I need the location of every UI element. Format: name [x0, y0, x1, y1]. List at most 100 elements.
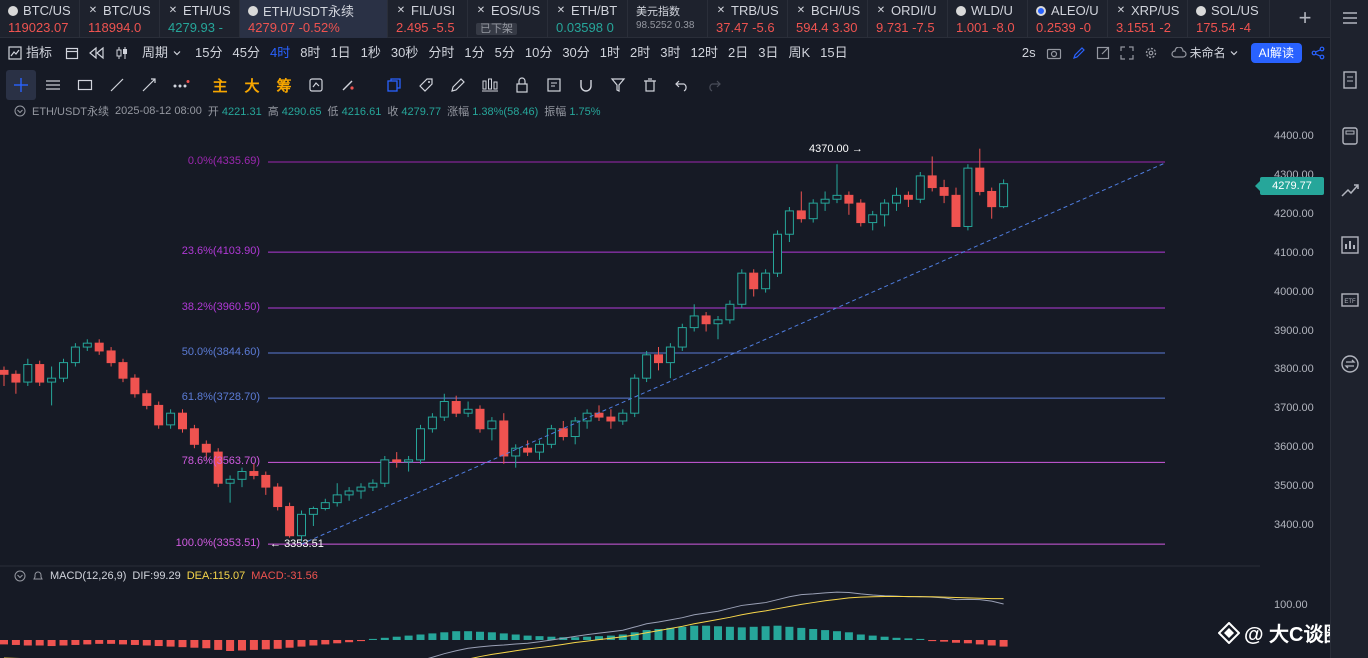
eraser-tool[interactable] — [333, 70, 363, 100]
redo-button[interactable] — [699, 70, 729, 100]
interval-16[interactable]: 2日 — [727, 45, 749, 60]
bell-icon[interactable] — [32, 570, 44, 582]
ticker-tab[interactable]: ✕ XRP/US 3.1551 -2 — [1108, 0, 1188, 38]
candle-type-button[interactable] — [110, 38, 134, 68]
ticker-tab[interactable]: ✕ ETH/US 4279.93 - — [160, 0, 240, 38]
lock-tool[interactable] — [507, 70, 537, 100]
period-dropdown[interactable]: 周期 — [134, 38, 190, 68]
pattern-tool[interactable] — [475, 70, 505, 100]
settings-button[interactable] — [1139, 38, 1163, 68]
macd-bar — [511, 634, 520, 640]
crosshair-tool[interactable] — [6, 70, 36, 100]
ray-tool[interactable] — [134, 70, 164, 100]
ticker-symbol: ALEO/U — [1051, 3, 1099, 18]
exchange-icon[interactable] — [1340, 354, 1360, 374]
horizontal-lines-tool[interactable] — [38, 70, 68, 100]
candle-body — [582, 412, 592, 422]
interval-17[interactable]: 3日 — [758, 45, 779, 60]
interval-3[interactable]: 8时 — [300, 45, 321, 60]
main-indicator-tool[interactable]: 主 — [212, 77, 228, 95]
price-chart[interactable] — [0, 120, 1330, 658]
draw-button[interactable] — [1067, 38, 1091, 68]
candle-body — [344, 490, 354, 496]
etf-icon[interactable]: ETF — [1340, 290, 1360, 310]
tag-tool[interactable] — [411, 70, 441, 100]
candle-body — [808, 202, 818, 220]
candle-body — [451, 401, 461, 414]
bar-chart-icon[interactable] — [1340, 235, 1360, 255]
delete-tool[interactable] — [635, 70, 665, 100]
ticker-tab[interactable]: ✕ BCH/US 594.4 3.30 — [788, 0, 868, 38]
note-tool[interactable] — [539, 70, 569, 100]
macd-bar — [71, 640, 80, 645]
copy-tool[interactable] — [379, 70, 409, 100]
ticker-tab[interactable]: ✕ FIL/USI 2.495 -5.5 — [388, 0, 468, 38]
screenshot-button[interactable] — [1041, 38, 1067, 68]
more-tools[interactable] — [166, 70, 196, 100]
ticker-symbol: TRB/US — [731, 3, 779, 18]
eye-icon[interactable] — [14, 105, 26, 117]
ticker-tab[interactable]: ✕ BTC/US 118994.0 — [80, 0, 160, 38]
interval-10[interactable]: 10分 — [524, 45, 553, 60]
ticker-tab[interactable]: ✕ ORDI/U 9.731 -7.5 — [868, 0, 948, 38]
ticker-tab[interactable]: SOL/US 175.54 -4 — [1188, 0, 1270, 38]
rectangle-tool[interactable] — [70, 70, 100, 100]
document-icon[interactable] — [1340, 70, 1360, 90]
magnet-tool[interactable] — [571, 70, 601, 100]
ticker-tab[interactable]: ✕ ETH/BT 0.03598 0 — [548, 0, 628, 38]
add-tab-button[interactable]: + — [1298, 5, 1312, 30]
interval-4[interactable]: 1日 — [330, 45, 351, 60]
interval-15[interactable]: 12时 — [690, 45, 718, 60]
fullscreen-button[interactable] — [1115, 38, 1139, 68]
ohlc-info: ETH/USDT永续 2025-08-12 08:00 开 4221.31 高 … — [14, 103, 601, 119]
calculator-icon[interactable] — [1340, 126, 1360, 146]
eye-icon[interactable] — [14, 570, 26, 582]
interval-5[interactable]: 1秒 — [360, 45, 381, 60]
interval-12[interactable]: 1时 — [599, 45, 621, 60]
interval-6[interactable]: 30秒 — [390, 45, 419, 60]
candle-body — [987, 190, 997, 208]
interval-2[interactable]: 4时 — [269, 45, 291, 60]
ticker-tab[interactable]: BTC/US 119023.07 — [0, 0, 80, 38]
compare-tool[interactable] — [301, 70, 331, 100]
interval-1[interactable]: 45分 — [232, 45, 260, 60]
interval-11[interactable]: 30分 — [562, 45, 590, 60]
trend-up-icon[interactable] — [1340, 180, 1360, 200]
filter-tool[interactable] — [603, 70, 633, 100]
interval-19[interactable]: 15日 — [820, 45, 848, 60]
ticker-tab[interactable]: WLD/U 1.001 -8.0 — [948, 0, 1028, 38]
interval-0[interactable]: 15分 — [195, 45, 223, 60]
chips-tool[interactable]: 筹 — [276, 77, 292, 95]
interval-8[interactable]: 1分 — [464, 45, 485, 60]
replay-button[interactable] — [84, 38, 110, 68]
macd-bar — [380, 637, 389, 640]
ticker-tab[interactable]: ✕ TRB/US 37.47 -5.6 — [708, 0, 788, 38]
indicators-button[interactable]: 指标 — [0, 38, 60, 68]
candle-body — [178, 412, 187, 430]
macd-bar — [249, 640, 258, 650]
interval-18[interactable]: 周K — [788, 45, 811, 60]
macd-bar — [416, 634, 425, 640]
popout-button[interactable] — [1091, 38, 1115, 68]
ticker-tab[interactable]: ✕ EOS/US 已下架 — [468, 0, 548, 38]
big-order-tool[interactable]: 大 — [244, 77, 260, 95]
pen-tool[interactable] — [443, 70, 473, 100]
undo-button[interactable] — [667, 70, 697, 100]
ticker-tab[interactable]: ALEO/U 0.2539 -0 — [1028, 0, 1108, 38]
interval-13[interactable]: 2时 — [630, 45, 651, 60]
ai-analysis-button[interactable]: AI解读 — [1250, 43, 1302, 63]
layout-dropdown[interactable]: 未命名 — [1163, 38, 1247, 68]
interval-7[interactable]: 分时 — [428, 45, 455, 60]
list-icon[interactable] — [1340, 8, 1360, 28]
ticker-tab[interactable]: ETH/USDT永续 4279.07 -0.52% — [240, 0, 388, 38]
calendar-button[interactable] — [60, 38, 84, 68]
macd-bar — [725, 626, 734, 640]
refresh-interval[interactable]: 2s — [1021, 45, 1036, 60]
share-button[interactable] — [1306, 38, 1330, 68]
interval-14[interactable]: 3时 — [660, 45, 681, 60]
trend-line-tool[interactable] — [102, 70, 132, 100]
candle-body — [130, 377, 140, 395]
ticker-tab[interactable]: 美元指数 98.5252 0.38 — [628, 0, 708, 38]
interval-9[interactable]: 5分 — [494, 45, 515, 60]
candle-body — [951, 194, 961, 227]
